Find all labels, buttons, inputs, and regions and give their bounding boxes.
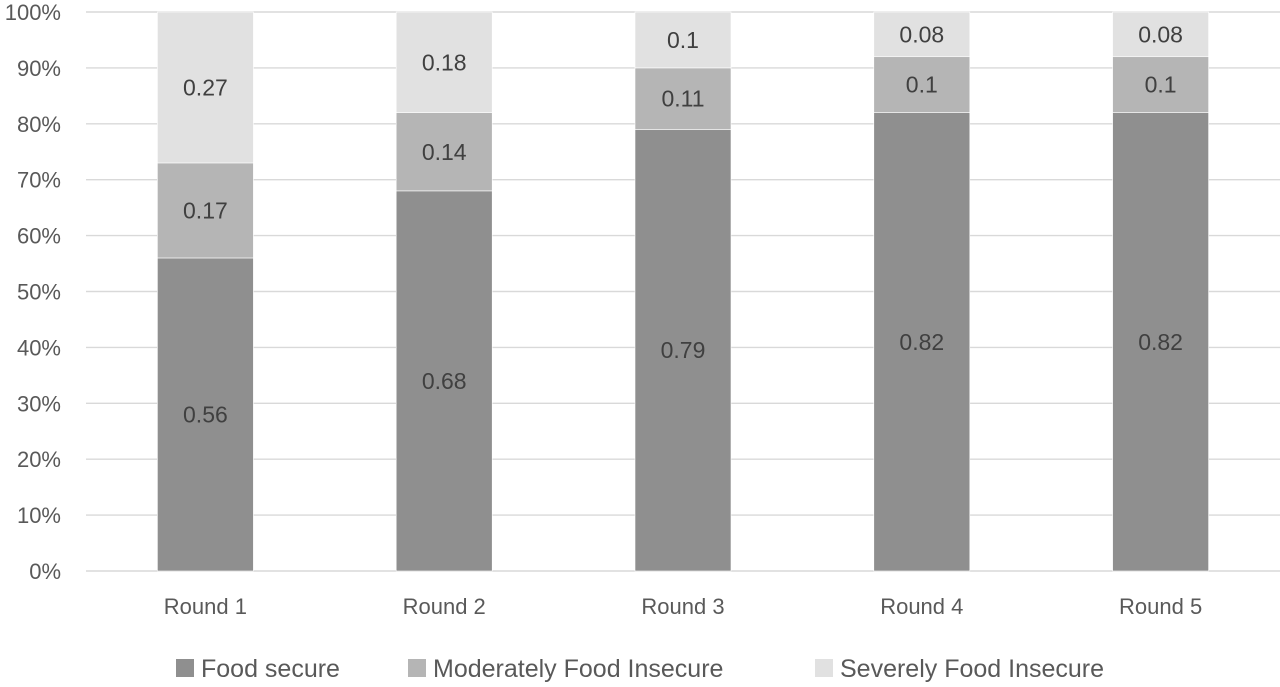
data-label: 0.1 (906, 72, 938, 98)
y-tick-label: 0% (29, 559, 61, 584)
y-axis-tick-labels: 0% 10% 20% 30% 40% 50% 60% 70% 80% 90% 100% (5, 0, 61, 584)
data-label: 0.1 (667, 27, 699, 53)
bar-segment (873, 56, 971, 113)
bar-segment (395, 11, 493, 113)
data-label: 0.56 (183, 401, 228, 427)
bar-segment (157, 162, 254, 259)
data-label: 0.27 (183, 74, 228, 100)
bar-segment (634, 11, 732, 69)
bar-segment (873, 112, 971, 572)
y-tick-label: 50% (17, 280, 61, 305)
y-tick-label: 10% (17, 503, 61, 528)
bar-segment (634, 67, 732, 130)
bar-segment (634, 129, 732, 572)
bar-segment (395, 190, 493, 572)
bar-segment (873, 11, 971, 58)
y-tick-label: 90% (17, 56, 61, 81)
data-label: 0.11 (661, 86, 704, 112)
x-axis-category-labels: Round 1 Round 2 Round 3 Round 4 Round 5 (164, 594, 1202, 619)
data-label: 0.08 (899, 21, 944, 47)
x-category-label: Round 3 (641, 594, 724, 619)
y-tick-label: 70% (17, 168, 61, 193)
legend-label: Moderately Food Insecure (433, 655, 723, 683)
x-category-label: Round 1 (164, 594, 247, 619)
y-tick-label: 30% (17, 391, 61, 416)
data-label: 0.68 (422, 368, 467, 394)
legend-swatch (408, 659, 426, 677)
data-label: 0.1 (1145, 72, 1177, 98)
data-label: 0.82 (1138, 329, 1183, 355)
legend-swatch (815, 659, 833, 677)
data-label: 0.08 (1138, 21, 1183, 47)
legend-label: Food secure (201, 655, 340, 683)
x-category-label: Round 5 (1119, 594, 1202, 619)
bar-segment (1112, 11, 1209, 58)
bar-segment (157, 257, 254, 572)
y-tick-label: 20% (17, 447, 61, 472)
y-tick-label: 100% (5, 0, 61, 25)
legend: Food secure Moderately Food Insecure Sever… (176, 655, 1104, 683)
data-label: 0.82 (899, 329, 944, 355)
bars (157, 11, 1209, 572)
legend-swatch (176, 659, 194, 677)
data-label: 0.17 (183, 197, 228, 223)
data-label: 0.79 (661, 337, 706, 363)
bar-segment (395, 112, 493, 192)
bar-segment (1112, 112, 1209, 572)
data-label: 0.18 (422, 49, 467, 75)
x-category-label: Round 2 (403, 594, 486, 619)
y-tick-label: 80% (17, 112, 61, 137)
data-labels: 0.56 0.17 0.27 0.68 0.14 0.18 0.79 0.11 0.1 0.82 0… (183, 21, 1183, 427)
bar-segment (157, 11, 254, 164)
x-category-label: Round 4 (880, 594, 963, 619)
legend-label: Severely Food Insecure (840, 655, 1104, 683)
data-label: 0.14 (422, 139, 467, 165)
y-tick-label: 40% (17, 335, 61, 360)
y-tick-label: 60% (17, 224, 61, 249)
